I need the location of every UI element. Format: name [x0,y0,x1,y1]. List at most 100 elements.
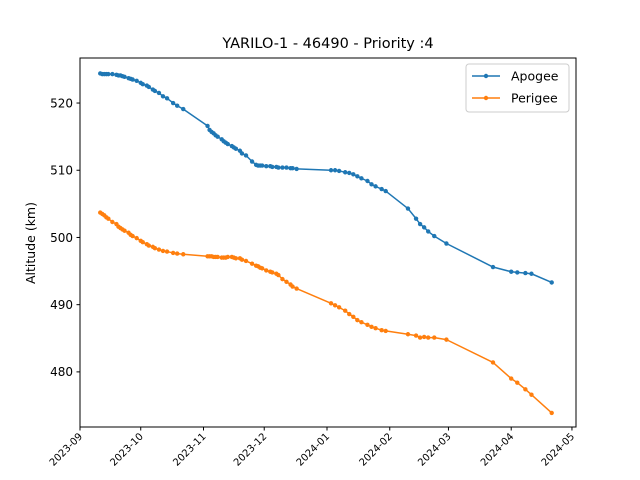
perigee-point [146,243,152,248]
perigee-point [523,387,528,392]
perigee-point [336,305,342,310]
x-tick-label: 2023-10 [109,431,146,468]
perigee-point [328,301,334,306]
perigee-point [347,311,352,317]
apogee-point [276,165,281,170]
apogee-point [249,159,255,164]
perigee-point [426,335,431,340]
perigee-point [413,333,419,338]
apogee-point [379,186,384,192]
apogee-point [174,103,180,108]
perigee-point [160,248,166,254]
y-tick-label: 510 [50,164,73,178]
apogee-point [140,82,145,87]
legend: Apogee Perigee [465,63,570,113]
perigee-point [264,268,269,273]
apogee-point [110,71,115,77]
apogee-point [347,170,352,176]
perigee-point [421,334,427,340]
apogee-point [359,176,364,181]
apogee-point [243,153,249,158]
perigee-point [239,257,245,262]
perigee-point [164,249,170,254]
apogee-point [336,168,342,174]
perigee-point [181,252,186,257]
apogee-point [160,94,166,99]
apogee-point [270,164,275,170]
perigee-point [373,326,378,331]
perigee-point [233,256,239,261]
apogee-point [405,206,411,211]
perigee-point [332,303,338,308]
apogee-point [170,100,176,106]
plot-frame [79,57,577,428]
apogee-point [130,77,135,82]
perigee-point [351,314,356,319]
apogee-point [413,216,419,221]
x-tick-label: 2024-04 [479,431,516,468]
apogee-point [523,270,528,276]
perigee-point [432,335,437,340]
perigee-point [284,279,289,285]
x-tick-label: 2024-02 [358,431,395,468]
x-axis: 2023-09 2023-10 2023-11 2023-12 2024-01 2024-… [48,427,577,469]
apogee-point [365,178,370,184]
perigee-point [225,254,230,260]
perigee-point [270,270,275,275]
apogee-point [444,241,449,246]
chart-title: YARILO-1 - 46490 - Priority :4 [221,36,433,52]
plot-area [98,71,554,416]
apogee-point [417,221,423,227]
apogee-point [290,166,295,171]
apogee-point [264,164,269,169]
perigee-point [243,258,249,264]
y-axis: 480 490 500 510 520 [50,96,80,379]
apogee-point [134,78,139,84]
apogee-point [284,165,289,170]
perigee-point [383,328,388,334]
x-tick-label: 2023-09 [48,431,85,468]
y-tick-label: 520 [50,96,73,110]
apogee-point [239,151,245,156]
legend-apogee-marker [483,73,489,79]
perigee-point [290,284,295,289]
apogee-point [146,84,152,90]
perigee-point [280,276,285,282]
perigee-line [99,211,553,414]
perigee-point [365,322,370,328]
perigee-point [294,286,299,291]
apogee-point [106,71,111,77]
perigee-point [152,246,158,251]
series-apogee [98,71,554,285]
x-tick-label: 2023-11 [171,431,208,468]
apogee-point [529,271,534,276]
apogee-point [152,88,158,94]
y-tick-label: 490 [50,298,73,312]
y-tick-label: 500 [50,231,73,245]
perigee-point [379,328,384,333]
perigee-point [215,254,220,260]
legend-perigee-label: Perigee [511,91,558,106]
apogee-point [328,168,334,173]
x-tick-label: 2024-05 [540,431,577,468]
perigee-point [509,376,514,381]
perigee-point [110,219,115,225]
apogee-point [355,174,360,179]
apogee-point [373,184,378,189]
x-tick-label: 2023-12 [232,431,269,468]
apogee-point [260,163,265,168]
legend-apogee-label: Apogee [511,69,559,84]
perigee-point [355,317,360,323]
perigee-point [369,324,374,330]
perigee-point [417,335,423,340]
perigee-point [529,392,534,397]
perigee-point [444,337,449,342]
apogee-point [383,188,388,194]
perigee-point [405,332,411,337]
y-axis-label: Altitude (km) [23,202,38,284]
perigee-point [156,247,162,252]
y-tick-label: 480 [50,365,73,379]
apogee-point [515,270,520,275]
perigee-point [343,308,348,313]
